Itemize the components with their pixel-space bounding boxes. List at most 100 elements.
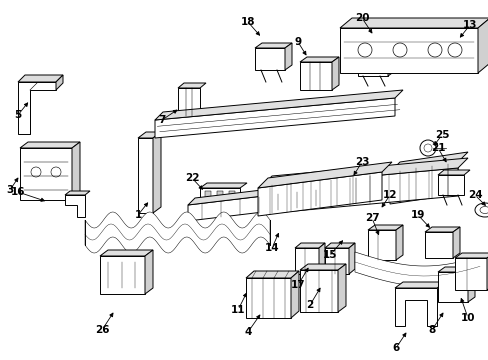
Polygon shape — [437, 175, 463, 195]
Text: 27: 27 — [364, 213, 379, 223]
Polygon shape — [200, 188, 240, 208]
Polygon shape — [325, 248, 348, 274]
Text: 18: 18 — [240, 17, 255, 27]
Text: 20: 20 — [354, 13, 368, 23]
Polygon shape — [294, 243, 325, 248]
Text: 2: 2 — [306, 300, 313, 310]
Polygon shape — [290, 271, 298, 318]
Polygon shape — [258, 172, 381, 216]
Text: 14: 14 — [264, 243, 279, 253]
Polygon shape — [299, 270, 337, 312]
Polygon shape — [454, 253, 488, 258]
Polygon shape — [424, 227, 459, 232]
Polygon shape — [299, 264, 346, 270]
Text: 25: 25 — [434, 130, 448, 140]
Polygon shape — [155, 90, 402, 120]
Polygon shape — [367, 225, 402, 230]
Polygon shape — [18, 82, 56, 134]
Polygon shape — [394, 288, 436, 326]
Polygon shape — [20, 142, 80, 148]
Polygon shape — [477, 18, 488, 73]
Polygon shape — [357, 47, 394, 52]
Polygon shape — [467, 267, 474, 302]
Polygon shape — [339, 18, 488, 28]
Text: 4: 4 — [244, 327, 251, 337]
Text: 12: 12 — [382, 190, 396, 200]
Text: 3: 3 — [6, 185, 14, 195]
Text: 7: 7 — [158, 115, 165, 125]
Polygon shape — [294, 248, 318, 274]
Polygon shape — [367, 230, 395, 260]
Bar — [228, 191, 235, 205]
Polygon shape — [347, 178, 369, 203]
Polygon shape — [389, 162, 457, 204]
Polygon shape — [347, 173, 375, 178]
Text: 26: 26 — [95, 325, 109, 335]
Polygon shape — [299, 62, 331, 90]
Polygon shape — [18, 75, 63, 82]
Polygon shape — [187, 181, 336, 205]
Text: 23: 23 — [354, 157, 368, 167]
Bar — [217, 191, 223, 205]
Polygon shape — [337, 264, 346, 312]
Polygon shape — [387, 47, 394, 76]
Polygon shape — [285, 43, 291, 70]
Polygon shape — [318, 243, 325, 274]
Polygon shape — [299, 57, 338, 62]
Polygon shape — [153, 132, 161, 213]
Text: 1: 1 — [134, 210, 142, 220]
Polygon shape — [354, 252, 479, 286]
Polygon shape — [245, 278, 290, 318]
Polygon shape — [339, 28, 477, 73]
Polygon shape — [437, 272, 467, 302]
Text: 19: 19 — [410, 210, 425, 220]
Polygon shape — [155, 98, 394, 138]
Text: 5: 5 — [14, 110, 21, 120]
Polygon shape — [178, 83, 205, 88]
Polygon shape — [389, 152, 467, 172]
Polygon shape — [357, 52, 387, 76]
Polygon shape — [424, 232, 452, 258]
Polygon shape — [437, 267, 474, 272]
Polygon shape — [65, 191, 90, 195]
Text: 13: 13 — [462, 20, 476, 30]
Ellipse shape — [474, 203, 488, 217]
Polygon shape — [262, 158, 467, 186]
Polygon shape — [245, 271, 298, 278]
Bar — [204, 191, 210, 205]
Polygon shape — [325, 243, 354, 248]
Polygon shape — [85, 212, 269, 253]
Polygon shape — [395, 225, 402, 260]
Ellipse shape — [479, 207, 488, 213]
Text: 16: 16 — [11, 187, 25, 197]
Text: 9: 9 — [294, 37, 301, 47]
Polygon shape — [254, 43, 291, 48]
Polygon shape — [178, 88, 200, 116]
Polygon shape — [65, 195, 85, 217]
Polygon shape — [331, 57, 338, 90]
Polygon shape — [200, 183, 246, 188]
Polygon shape — [348, 243, 354, 274]
Text: 10: 10 — [460, 313, 474, 323]
Polygon shape — [187, 188, 329, 221]
Polygon shape — [454, 258, 486, 290]
Polygon shape — [394, 282, 444, 288]
Polygon shape — [72, 142, 80, 200]
Text: 22: 22 — [184, 173, 199, 183]
Polygon shape — [262, 168, 457, 214]
Polygon shape — [20, 148, 72, 200]
Text: 15: 15 — [322, 250, 337, 260]
Polygon shape — [258, 162, 391, 188]
Polygon shape — [56, 75, 63, 90]
Polygon shape — [138, 132, 161, 138]
Polygon shape — [452, 227, 459, 258]
Polygon shape — [100, 250, 153, 256]
Text: 24: 24 — [467, 190, 481, 200]
Text: 21: 21 — [430, 143, 445, 153]
Polygon shape — [437, 170, 469, 175]
Text: 8: 8 — [427, 325, 435, 335]
Polygon shape — [138, 138, 153, 213]
Text: 17: 17 — [290, 280, 305, 290]
Polygon shape — [254, 48, 285, 70]
Text: 6: 6 — [391, 343, 399, 353]
